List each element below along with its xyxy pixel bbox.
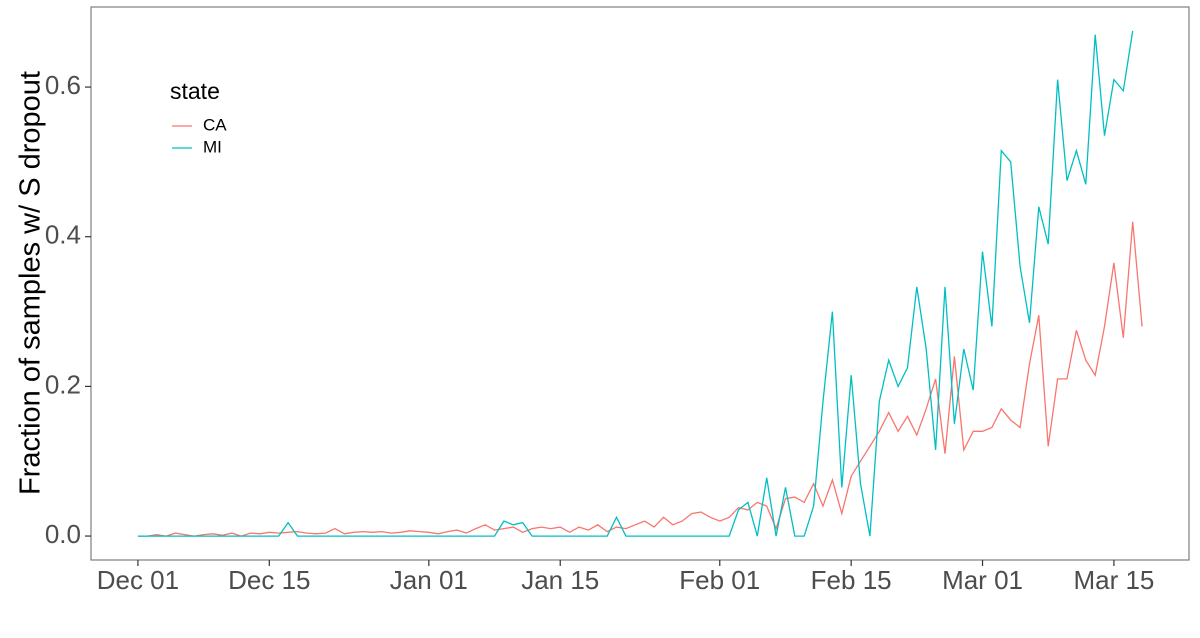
x-tick-label: Dec 01: [97, 565, 179, 595]
series-line: [137, 221, 1143, 537]
series-line: [137, 30, 1134, 537]
plot-border: [90, 6, 1190, 561]
y-tick-label: 0.6: [45, 70, 81, 100]
x-tick-label: Jan 15: [521, 565, 599, 595]
y-tick-label: 0.0: [45, 519, 81, 549]
x-tick-label: Mar 15: [1073, 565, 1154, 595]
y-tick-label: 0.2: [45, 369, 81, 399]
x-tick-label: Dec 15: [228, 565, 310, 595]
x-tick-label: Mar 01: [942, 565, 1023, 595]
legend-label: MI: [203, 137, 222, 156]
y-axis-label: Fraction of samples w/ S dropout: [15, 71, 47, 495]
y-tick-label: 0.4: [45, 220, 81, 250]
legend-title: state: [170, 78, 220, 104]
x-tick-label: Feb 01: [679, 565, 760, 595]
x-tick-label: Jan 01: [390, 565, 468, 595]
x-tick-label: Feb 15: [811, 565, 892, 595]
legend-label: CA: [203, 115, 227, 134]
